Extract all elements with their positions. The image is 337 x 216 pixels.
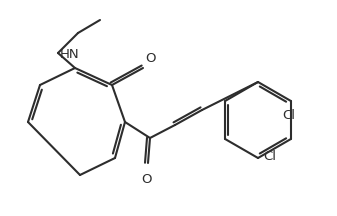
Text: HN: HN	[60, 49, 80, 62]
Text: Cl: Cl	[263, 149, 276, 162]
Text: O: O	[141, 173, 151, 186]
Text: Cl: Cl	[282, 109, 296, 122]
Text: O: O	[145, 52, 155, 65]
